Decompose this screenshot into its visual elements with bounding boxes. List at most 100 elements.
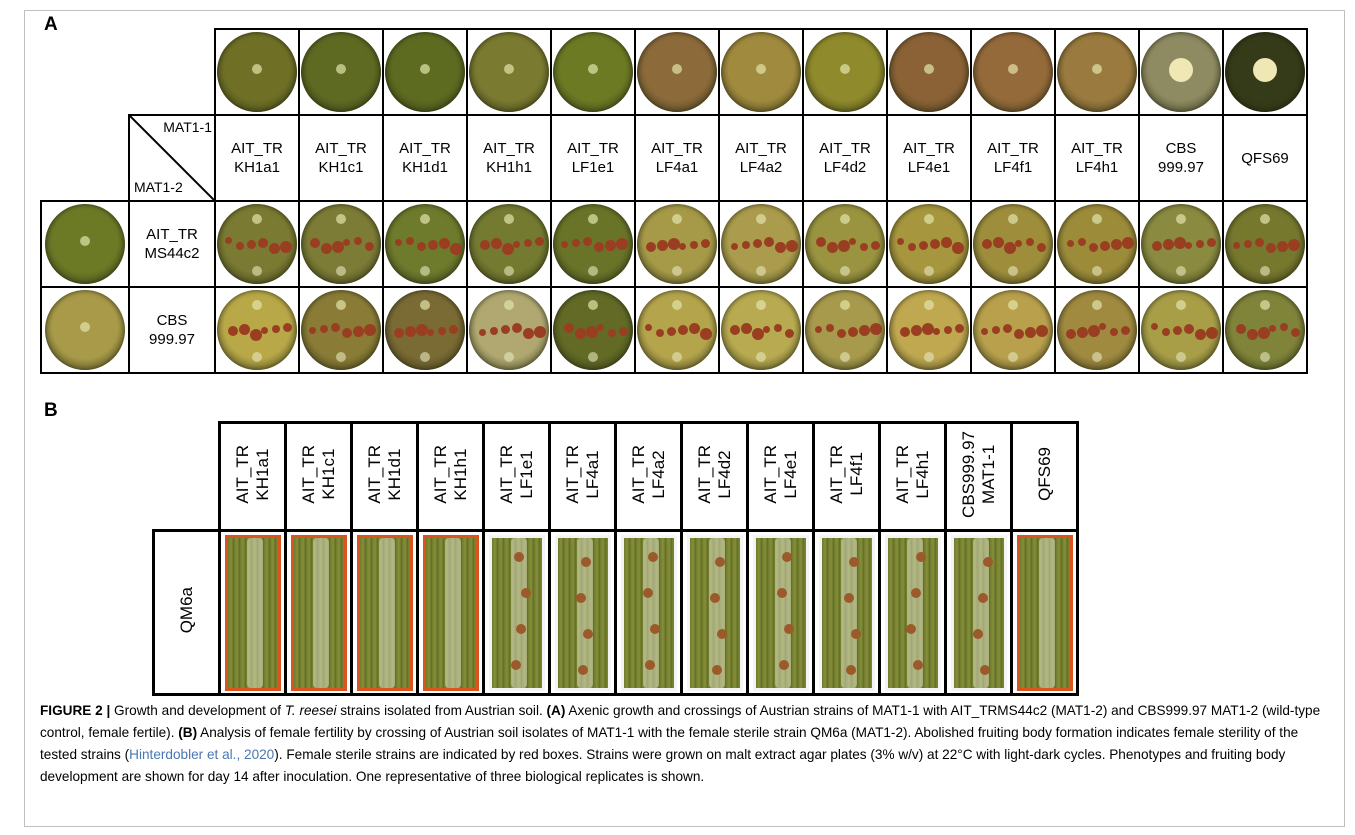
- cross-plate-image: [1057, 204, 1137, 284]
- fruiting-body: [816, 237, 826, 247]
- plate-image: [637, 32, 717, 112]
- fruiting-body: [774, 324, 782, 332]
- fruiting-body: [977, 592, 988, 603]
- cross-plate-image: [637, 290, 717, 370]
- strain-label-line1: AIT_TR: [399, 140, 451, 157]
- cross-plate-cell: [1054, 200, 1140, 288]
- fruiting-body: [269, 243, 280, 254]
- strain-header-row: AIT_TR KH1a1 AIT_TR KH1c1 AIT_TR KH1d1 AIT_…: [154, 421, 1079, 532]
- plate-image: [1225, 32, 1305, 112]
- strain-label: AIT_TR LF4e1: [760, 444, 800, 504]
- cross-plate-cell: [550, 286, 636, 374]
- inoculum-spot: [924, 64, 934, 74]
- cross-plate-cell: [466, 200, 552, 288]
- fertile-box: [884, 534, 941, 691]
- plate-image: [1057, 32, 1137, 112]
- cross-strip-cell: [218, 529, 287, 696]
- caption-species: T. reesei: [284, 703, 337, 718]
- fruiting-body: [1244, 240, 1252, 248]
- inoculum-spot: [420, 64, 430, 74]
- mycelium-band: [576, 537, 593, 688]
- fruiting-body: [524, 239, 532, 247]
- fruiting-body: [731, 243, 738, 250]
- cross-plate-image: [805, 204, 885, 284]
- cross-plate-cell: [970, 286, 1056, 374]
- strain-label-line2: KH1h1: [486, 159, 532, 176]
- female-sterile-box: [422, 534, 479, 691]
- citation-link[interactable]: Hinterdobler et al., 2020: [129, 747, 275, 762]
- strain-header-cell: AIT_TR KH1c1: [284, 421, 353, 532]
- fruiting-body: [741, 323, 752, 334]
- fruiting-body: [394, 328, 404, 338]
- cross-plate-cell: [1222, 286, 1308, 374]
- inoculum-spot: [1092, 300, 1102, 310]
- mycelium-band: [972, 537, 989, 688]
- fruiting-body: [647, 551, 658, 562]
- inoculum-spot: [1092, 64, 1102, 74]
- fruiting-body: [520, 587, 531, 598]
- fruiting-body: [922, 323, 934, 335]
- inoculum-spot: [756, 352, 766, 362]
- strain-label-line1: AIT_TR: [819, 140, 871, 157]
- fruiting-body: [911, 325, 922, 336]
- fruiting-body: [406, 237, 414, 245]
- fruiting-body: [332, 241, 344, 253]
- cross-plate-cell: [466, 286, 552, 374]
- fruiting-body: [763, 326, 770, 333]
- plate-image: [721, 32, 801, 112]
- fruiting-body: [225, 237, 232, 244]
- fruiting-body: [742, 241, 750, 249]
- inoculum-spot: [588, 266, 598, 276]
- strain-header-cell: AIT_TR KH1a1: [214, 114, 300, 202]
- fruiting-body: [1004, 242, 1016, 254]
- cross-plate-image: [1141, 204, 1221, 284]
- inoculum-spot: [1092, 214, 1102, 224]
- mycelium-band: [642, 537, 659, 688]
- fruiting-body: [783, 623, 794, 634]
- cross-plate-cell: [634, 200, 720, 288]
- fruiting-body: [714, 556, 725, 567]
- fruiting-body: [575, 592, 586, 603]
- cross-plate-image: [889, 204, 969, 284]
- qm6a-cross-row: QM6a: [152, 529, 1079, 696]
- mat1-2-label: MAT1-2: [134, 179, 183, 195]
- fruiting-body: [597, 324, 604, 331]
- fruiting-body: [700, 328, 712, 340]
- cross-plate-image: [385, 290, 465, 370]
- fruiting-body: [1173, 326, 1182, 335]
- inoculum-spot: [1260, 214, 1270, 224]
- fruiting-body: [479, 329, 486, 336]
- inoculum-spot: [252, 64, 262, 74]
- plate-image: [1141, 32, 1221, 112]
- strain-label: AIT_TR LF4d2: [694, 444, 734, 504]
- cross-plate-image: [217, 204, 297, 284]
- fruiting-body: [515, 623, 526, 634]
- fruiting-body: [1236, 324, 1246, 334]
- axenic-plate-cell: [802, 28, 888, 116]
- female-sterile-box: [356, 534, 413, 691]
- fruiting-body: [561, 241, 568, 248]
- female-sterile-box: [1016, 534, 1073, 691]
- strain-header-cell: AIT_TR KH1h1: [416, 421, 485, 532]
- cross-plate-cell: [1138, 286, 1224, 374]
- inoculum-spot: [504, 352, 514, 362]
- cross-plate-image: [469, 204, 549, 284]
- strain-header-cell: AIT_TR LF1e1: [550, 114, 636, 202]
- axenic-plate-cell: [886, 28, 972, 116]
- fruiting-body: [1036, 325, 1048, 337]
- female-sterile-box: [290, 534, 347, 691]
- plate-image: [553, 32, 633, 112]
- mycelium-band: [906, 537, 923, 688]
- cross-plate-cell: [634, 286, 720, 374]
- fertile-box: [554, 534, 611, 691]
- fruiting-body: [577, 664, 588, 675]
- inoculum-spot: [252, 352, 262, 362]
- inoculum-spot: [840, 352, 850, 362]
- caption-text: Analysis of female fertility by crossing…: [40, 725, 1299, 762]
- strain-header-cell: AIT_TR LF4e1: [886, 114, 972, 202]
- strain-label-line2: LF4h1: [1075, 159, 1119, 176]
- fruiting-body: [1247, 329, 1258, 340]
- inoculum-spot: [1176, 214, 1186, 224]
- fruiting-body: [1174, 237, 1186, 249]
- fruiting-body: [912, 659, 923, 670]
